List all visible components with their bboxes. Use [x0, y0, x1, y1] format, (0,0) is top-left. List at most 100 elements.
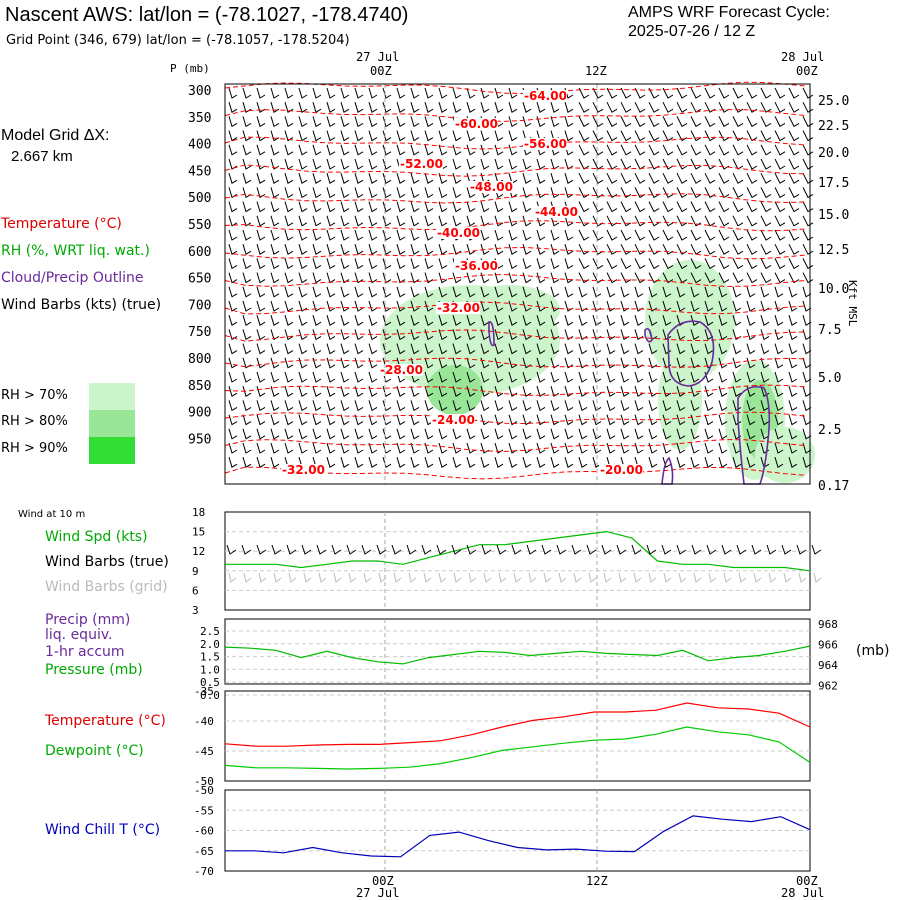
wind-barb: [508, 343, 518, 355]
wind-barb: [802, 315, 812, 326]
wind-barb: [662, 158, 674, 170]
pressure-tick-label: 300: [188, 84, 211, 99]
temperature-label-bg: [281, 464, 325, 476]
wind-barb: [550, 286, 560, 298]
pressure-tick-label: 450: [188, 164, 211, 179]
wind-barb-grid: [723, 572, 732, 583]
wind-10m-title: Wind at 10 m: [18, 509, 86, 520]
wind-barb: [690, 428, 700, 440]
temperature-line: [224, 702, 811, 747]
wind-barb: [704, 428, 714, 440]
wind-barb: [340, 229, 350, 241]
wind-chill-ytick-label: -60: [194, 825, 214, 838]
wind-barb: [592, 158, 604, 170]
wind-barb: [606, 442, 616, 454]
temperature-contour: [224, 301, 806, 315]
wind-barb: [284, 272, 294, 284]
wind-barb: [228, 371, 238, 383]
wind-barb: [452, 457, 462, 468]
height-axis-label: Kft MSL: [846, 280, 859, 327]
wind-barb: [690, 229, 702, 241]
wind-barb: [564, 244, 574, 255]
wind-barb: [634, 286, 644, 298]
wind-barb: [774, 357, 784, 369]
wind-barb: [396, 116, 406, 128]
wind-barb: [382, 428, 392, 440]
wind-barb: [676, 187, 688, 199]
wind-barb: [564, 116, 574, 128]
wind-barb: [256, 400, 266, 412]
wind-barb: [340, 300, 350, 312]
wind-barb: [326, 315, 336, 326]
wind-barb: [480, 315, 490, 326]
wind-barb: [368, 400, 378, 412]
wind-barb: [270, 244, 280, 255]
wind-barb: [270, 87, 280, 99]
wind-barb: [704, 414, 714, 426]
wind-barb: [704, 386, 714, 397]
wind-barb: [676, 258, 688, 270]
wind-barb: [788, 315, 798, 326]
wind-barb: [424, 201, 434, 213]
wind-barb: [802, 442, 812, 454]
wind-barb: [354, 357, 364, 369]
wind-barb: [228, 343, 238, 355]
wind-barb: [788, 414, 798, 426]
wind-barb: [270, 130, 280, 142]
wind-barb: [452, 130, 462, 142]
wind-barb: [676, 329, 686, 341]
wind-barb: [242, 442, 252, 454]
wind-barb: [340, 173, 350, 184]
wind-barb: [312, 244, 322, 255]
wind-barb: [592, 315, 602, 326]
wind-barb: [382, 229, 392, 241]
wind-barb: [760, 116, 772, 128]
legend-temperature: Temperature (°C): [1, 216, 122, 232]
wind-barb: [452, 102, 462, 113]
wind-barb: [438, 102, 448, 113]
wind-barb: [550, 414, 560, 426]
wind-barb: [676, 87, 688, 99]
wind-barb: [648, 172, 660, 184]
wind-barb: [326, 272, 336, 284]
wind-barb: [270, 158, 280, 170]
wind-barb: [522, 286, 532, 298]
wind-barb: [788, 243, 800, 255]
wind-barb: [648, 386, 658, 397]
wind-barb: [578, 158, 590, 170]
wind-barb-grid: [483, 572, 492, 583]
wind-barb: [508, 286, 518, 298]
wind-barb: [298, 400, 308, 412]
wind-barb: [354, 258, 364, 270]
wind-barb-true: [676, 544, 687, 555]
wind-barb: [648, 201, 660, 213]
wind-barb: [536, 442, 546, 454]
wind-barb: [536, 187, 546, 199]
wind-barb: [312, 102, 322, 113]
cloud-outline: [488, 321, 495, 347]
wind-barb: [522, 343, 532, 355]
wind-barb: [228, 386, 238, 397]
wind-barb: [368, 215, 378, 227]
wind-barb: [620, 130, 632, 142]
wind-barb: [242, 201, 252, 213]
wind-barb: [788, 258, 800, 270]
wind-barb: [396, 329, 406, 341]
wind-barb-grid: [783, 572, 792, 583]
wind-barb: [284, 315, 294, 326]
wind-barb: [312, 116, 322, 128]
wind-barb: [382, 130, 392, 142]
bottom-tick-00z-end: 00Z: [796, 874, 818, 888]
wind-barb: [396, 343, 406, 355]
wind-barb: [312, 300, 322, 312]
wind-barb: [284, 300, 294, 312]
wind-barb: [396, 457, 406, 468]
wind-barb: [452, 215, 462, 227]
wind-barb: [312, 400, 322, 412]
wind-barb-grid: [498, 572, 507, 583]
wind-barb: [522, 300, 532, 312]
wind-barb: [690, 272, 702, 284]
wind-barb: [480, 87, 490, 99]
wind-barb: [424, 400, 434, 412]
height-tick-label: 20.0: [818, 146, 849, 161]
